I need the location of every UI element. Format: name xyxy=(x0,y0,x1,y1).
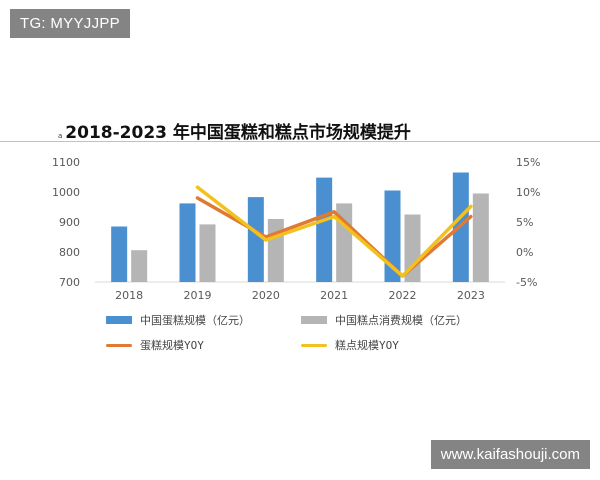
bar-pastry xyxy=(267,219,284,282)
legend-item-pastry-yoy: 糕点规模YOY xyxy=(301,337,399,353)
legend-swatch-cake xyxy=(106,316,132,324)
legend-swatch-pastry xyxy=(301,316,327,324)
watermark-top: TG: MYYJJPP xyxy=(10,9,130,38)
x-tick-label: 2023 xyxy=(457,289,485,302)
legend-item-cake-yoy: 蛋糕规模YOY xyxy=(106,337,204,353)
y-left-tick-label: 1000 xyxy=(52,186,80,199)
title-marker: a xyxy=(58,132,63,140)
y-right-tick-label: 0% xyxy=(516,246,533,259)
y-right-tick-label: -5% xyxy=(516,276,537,289)
bar-pastry xyxy=(199,224,216,282)
bar-cake xyxy=(179,203,196,282)
x-tick-label: 2018 xyxy=(115,289,143,302)
legend-item-pastry: 中国糕点消费规模（亿元） xyxy=(301,312,467,328)
legend-item-cake: 中国蛋糕规模（亿元） xyxy=(106,312,250,328)
bar-cake xyxy=(316,177,333,282)
x-tick-label: 2019 xyxy=(184,289,212,302)
bar-cake xyxy=(384,190,401,282)
legend-line-cake-yoy xyxy=(106,343,132,347)
y-right-tick-label: 10% xyxy=(516,186,540,199)
y-left-tick-label: 1100 xyxy=(52,156,80,169)
line-pastry-yoy xyxy=(195,185,473,278)
x-tick-label: 2022 xyxy=(389,289,417,302)
legend-label-cake-yoy: 蛋糕规模YOY xyxy=(140,339,204,352)
legend-line-pastry-yoy xyxy=(301,343,327,347)
chart-title: 2018-2023 年中国蛋糕和糕点市场规模提升 xyxy=(65,123,411,143)
legend-label-pastry-yoy: 糕点规模YOY xyxy=(335,339,399,352)
title-divider xyxy=(0,141,600,142)
x-tick-label: 2021 xyxy=(320,289,348,302)
watermark-bottom: www.kaifashouji.com xyxy=(430,440,590,469)
y-right-tick-label: 15% xyxy=(516,156,540,169)
bar-pastry xyxy=(131,250,148,282)
y-left-tick-label: 700 xyxy=(59,276,80,289)
y-left-tick-label: 900 xyxy=(59,216,80,229)
legend-label-pastry: 中国糕点消费规模（亿元） xyxy=(335,314,467,327)
bar-cake xyxy=(247,197,264,282)
legend-label-cake: 中国蛋糕规模（亿元） xyxy=(140,314,250,327)
line-cake-yoy xyxy=(195,196,473,278)
bar-pastry xyxy=(472,193,489,282)
bar-cake xyxy=(111,226,128,282)
x-tick-label: 2020 xyxy=(252,289,280,302)
chart-title-row: a 2018-2023 年中国蛋糕和糕点市场规模提升 xyxy=(58,118,411,143)
y-right-tick-label: 5% xyxy=(516,216,533,229)
y-left-tick-label: 800 xyxy=(59,246,80,259)
